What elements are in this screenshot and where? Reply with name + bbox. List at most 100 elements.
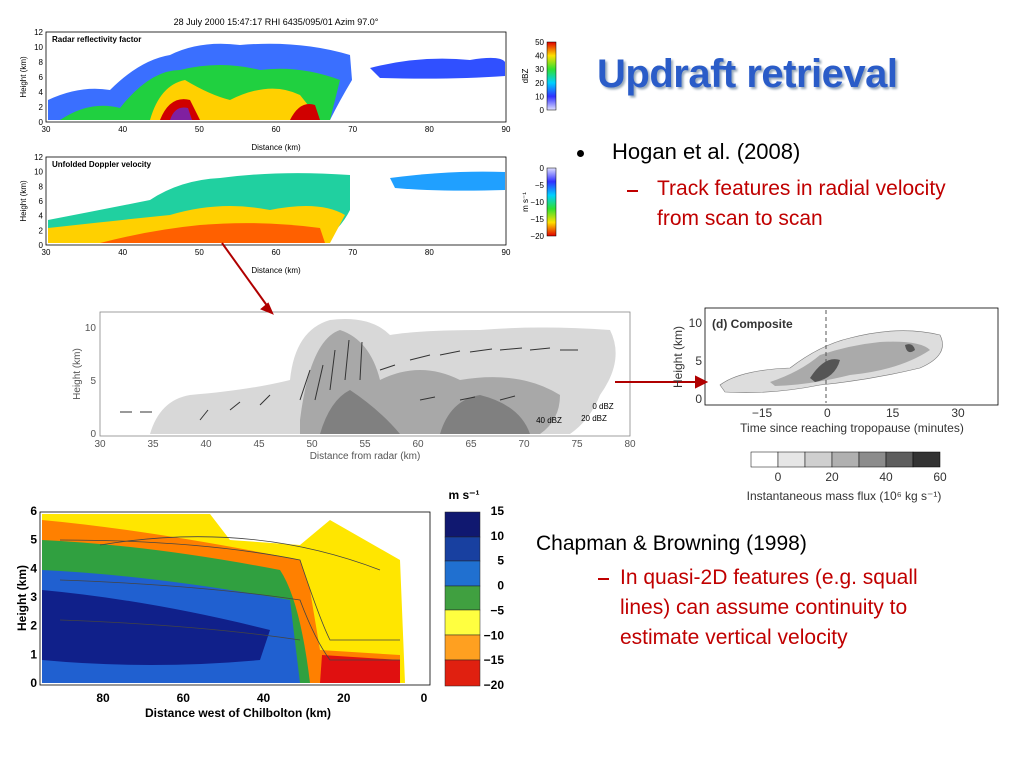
label: 80: [96, 691, 110, 705]
label: 0: [39, 118, 44, 127]
velocity-field: [390, 171, 505, 191]
mass-flux-contour: [810, 344, 915, 382]
label: 45: [253, 439, 265, 450]
label: −20: [530, 232, 544, 241]
label: 60: [272, 125, 281, 134]
label: 2: [39, 103, 44, 112]
label: 0: [775, 470, 782, 484]
wind-vectors: [120, 339, 578, 421]
label: 6: [39, 197, 44, 206]
label: 50: [306, 439, 318, 450]
label: 80: [425, 248, 434, 257]
label: 5: [695, 354, 702, 368]
label: 30: [535, 65, 544, 74]
colorbar: [546, 41, 557, 111]
label: 4: [39, 212, 44, 221]
radar-echo: [370, 57, 505, 79]
label: 60: [272, 248, 281, 257]
label: 4: [30, 561, 37, 575]
sub-bullet-text: Track features in radial velocity from s…: [657, 177, 946, 230]
label: −15: [752, 406, 773, 420]
label: 50: [195, 248, 204, 257]
label: 55: [359, 439, 371, 450]
label: 30: [42, 125, 51, 134]
label: 0: [540, 106, 545, 115]
label: 0: [90, 429, 96, 440]
label: 4: [39, 88, 44, 97]
label: 40: [118, 248, 127, 257]
label: 70: [518, 439, 530, 450]
label: 20: [337, 691, 351, 705]
label: 40: [257, 691, 271, 705]
reflectivity-contour: [320, 390, 530, 434]
label: 8: [39, 182, 44, 191]
label: 70: [348, 125, 357, 134]
label: 30: [951, 406, 965, 420]
label: 12: [34, 28, 43, 37]
contour-label: 40 dBZ: [536, 416, 562, 425]
colorbar-label: dBZ: [521, 69, 530, 84]
label: −10: [484, 628, 505, 642]
contour-label: 20 dBZ: [581, 414, 607, 423]
label: 90: [502, 125, 511, 134]
label: −15: [530, 215, 544, 224]
label: 2: [30, 619, 37, 633]
label: 20: [535, 79, 544, 88]
label: 75: [571, 439, 583, 450]
label: 2: [39, 226, 44, 235]
label: 40: [879, 470, 893, 484]
label: 60: [933, 470, 947, 484]
colorbar-label: Instantaneous mass flux (10⁶ kg s⁻¹): [747, 489, 942, 503]
label: 0: [695, 392, 702, 406]
label: −10: [530, 198, 544, 207]
panel-title: Radar reflectivity factor: [52, 35, 141, 44]
label: 80: [425, 125, 434, 134]
label: 10: [491, 529, 505, 543]
label: 15: [886, 406, 900, 420]
axis-label: Height (km): [19, 180, 28, 222]
axis-label: Height (km): [19, 56, 28, 98]
label: 60: [177, 691, 191, 705]
label: 40: [535, 52, 544, 61]
label: 80: [624, 439, 636, 450]
velocity-field: [100, 223, 325, 243]
colorbar: [444, 511, 481, 687]
label: −20: [484, 678, 505, 692]
label: 5: [497, 554, 504, 568]
contours: [59, 536, 400, 661]
sub-bullet-text: In quasi-2D features (e.g. squall lines)…: [620, 566, 918, 649]
label: −5: [490, 603, 504, 617]
axis-label: Distance from radar (km): [310, 451, 421, 462]
label: 40: [200, 439, 212, 450]
panel-title: (d) Composite: [712, 317, 793, 331]
label: 8: [39, 58, 44, 67]
label: 28 July 2000 15:47:17 RHI 6435/095/01 Az…: [174, 17, 379, 27]
bullet-text: Hogan et al. (2008): [612, 139, 801, 164]
colorbar: [546, 167, 557, 237]
label: 10: [689, 316, 703, 330]
axis-label: Height (km): [72, 348, 83, 400]
axis-label: Height (km): [15, 565, 29, 631]
label: 0: [30, 676, 37, 690]
label: 12: [34, 153, 43, 162]
label: 3: [30, 590, 37, 604]
panel-title: Unfolded Doppler velocity: [52, 160, 152, 169]
colorbar-label: m s⁻¹: [448, 488, 479, 502]
label: 6: [30, 504, 37, 518]
label: 10: [34, 43, 43, 52]
label: 10: [85, 323, 97, 334]
arrow: [221, 242, 709, 389]
label: 0: [824, 406, 831, 420]
axis-label: Distance (km): [251, 266, 301, 275]
label: 50: [535, 38, 544, 47]
label: 15: [491, 504, 505, 518]
radar-echo: [170, 107, 192, 120]
label: 50: [195, 125, 204, 134]
label: 90: [502, 248, 511, 257]
label: −15: [484, 653, 505, 667]
bullet: [577, 150, 584, 157]
axis-label: Time since reaching tropopause (minutes): [740, 421, 964, 435]
label: 60: [412, 439, 424, 450]
